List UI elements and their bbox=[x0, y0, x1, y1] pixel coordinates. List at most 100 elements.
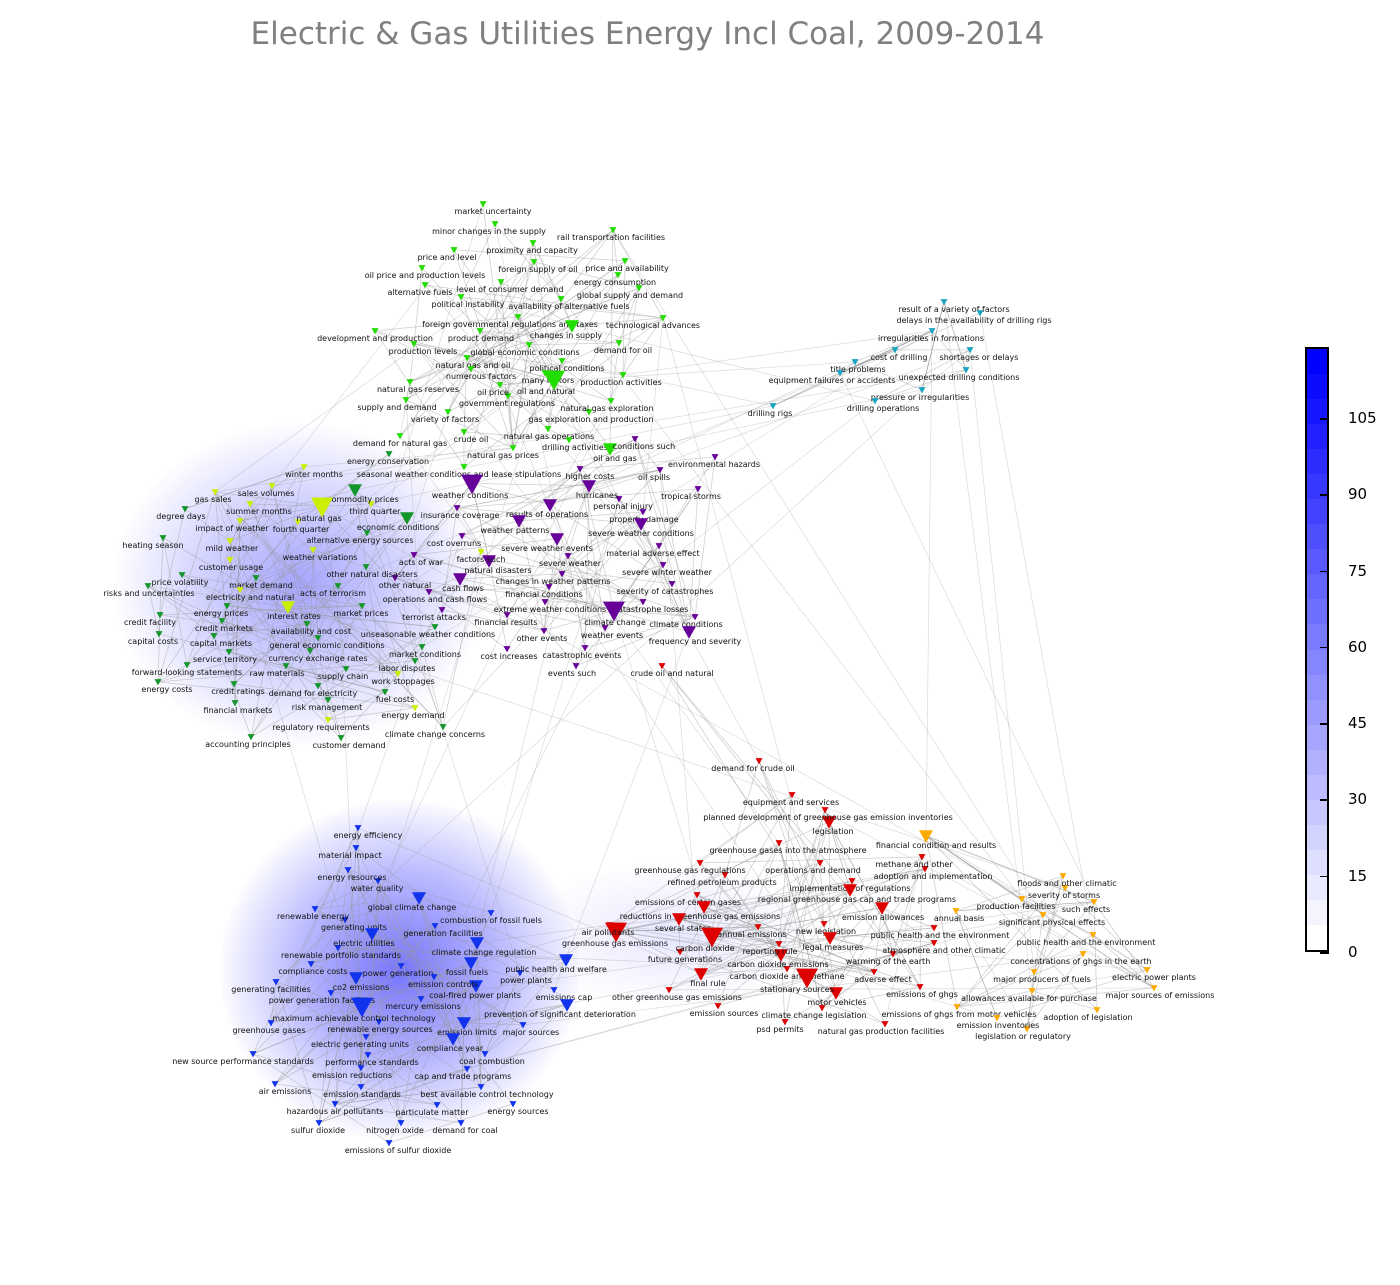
node: floods and other climatic bbox=[1017, 873, 1117, 888]
node-marker bbox=[444, 409, 452, 416]
edge bbox=[221, 372, 546, 622]
edge bbox=[609, 924, 780, 945]
node: natural gas prices bbox=[467, 445, 539, 460]
node: energy resources bbox=[317, 867, 387, 882]
node-marker bbox=[315, 1120, 323, 1127]
node-label: natural gas operations bbox=[504, 432, 594, 441]
edge bbox=[548, 469, 661, 588]
edge bbox=[157, 614, 161, 682]
edge bbox=[543, 523, 642, 632]
node: crude oil and natural bbox=[630, 663, 714, 678]
node-label: power generation facilities bbox=[269, 996, 376, 1005]
node: proximity and capacity bbox=[486, 240, 578, 255]
node-label: higher costs bbox=[566, 472, 615, 481]
node-label: pressure or irregularities bbox=[871, 393, 969, 402]
edge bbox=[658, 488, 699, 547]
edge bbox=[547, 287, 640, 430]
edge bbox=[461, 438, 636, 537]
edge bbox=[696, 894, 875, 973]
node-label: drilling operations bbox=[847, 404, 920, 413]
edge bbox=[147, 585, 416, 709]
node-marker bbox=[721, 872, 729, 879]
node: accounting principles bbox=[205, 734, 291, 749]
node: financial conditions bbox=[505, 584, 583, 599]
edge bbox=[622, 260, 626, 375]
node: fourth quarter bbox=[273, 519, 330, 534]
node: terrorist attacks bbox=[402, 607, 466, 622]
edge bbox=[394, 577, 696, 618]
edge bbox=[772, 372, 841, 407]
edge bbox=[484, 959, 567, 1055]
edge bbox=[233, 566, 367, 685]
edge bbox=[543, 485, 590, 632]
edge bbox=[480, 1004, 568, 1088]
edge bbox=[476, 942, 482, 1087]
edge bbox=[418, 897, 486, 1055]
node: credit markets bbox=[195, 618, 253, 633]
edge bbox=[413, 343, 780, 844]
edge bbox=[327, 203, 484, 701]
edge bbox=[512, 344, 530, 448]
edge bbox=[229, 540, 287, 667]
edge bbox=[214, 491, 329, 701]
edge bbox=[275, 880, 379, 983]
node-label: particulate matter bbox=[395, 1108, 469, 1117]
edge bbox=[234, 520, 241, 703]
colorbar-band bbox=[1307, 749, 1327, 775]
colorbar-tick bbox=[1320, 723, 1329, 725]
edge bbox=[394, 577, 545, 632]
edge bbox=[252, 933, 373, 1055]
edge bbox=[679, 927, 935, 953]
edge bbox=[367, 1004, 568, 1056]
node-label: greenhouse gases bbox=[232, 1026, 305, 1035]
edge bbox=[532, 242, 562, 300]
node-marker bbox=[252, 575, 260, 582]
edge bbox=[184, 466, 305, 510]
edge bbox=[925, 835, 1155, 989]
edge bbox=[925, 835, 1095, 903]
node-label: other greenhouse gas emissions bbox=[612, 993, 742, 1002]
node-label: drilling rigs bbox=[748, 409, 793, 418]
node-marker bbox=[344, 867, 352, 874]
node: performance standards bbox=[325, 1052, 419, 1067]
node: severe weather bbox=[539, 553, 602, 568]
edge bbox=[488, 560, 673, 585]
edge bbox=[711, 868, 926, 937]
node-label: coal combustion bbox=[459, 1057, 525, 1066]
node-marker bbox=[469, 980, 483, 993]
node-label: major sources of emissions bbox=[1106, 991, 1215, 1000]
node-label: hazardous air pollutants bbox=[287, 1107, 384, 1116]
node-marker bbox=[1030, 969, 1038, 976]
edge bbox=[500, 281, 514, 448]
edge bbox=[239, 489, 356, 522]
edge bbox=[147, 585, 215, 637]
edge bbox=[700, 874, 726, 974]
edge bbox=[528, 344, 612, 402]
node: unseasonable weather conditions bbox=[361, 624, 495, 639]
node: risk management bbox=[292, 697, 362, 712]
node-marker bbox=[848, 878, 856, 885]
edge bbox=[1092, 934, 1148, 971]
edge bbox=[757, 889, 851, 928]
edge bbox=[461, 535, 696, 618]
node-label: energy resources bbox=[317, 873, 386, 882]
node: heating season bbox=[122, 535, 184, 550]
node: capital costs bbox=[128, 631, 178, 646]
node-label: summer months bbox=[226, 507, 292, 516]
node-marker bbox=[1059, 873, 1067, 880]
edge bbox=[615, 931, 886, 1025]
edge bbox=[512, 344, 530, 448]
edge bbox=[506, 538, 558, 616]
edge bbox=[703, 906, 759, 928]
edge bbox=[466, 287, 640, 359]
edge bbox=[409, 298, 562, 383]
node-marker bbox=[309, 547, 317, 554]
node-label: energy efficiency bbox=[334, 831, 403, 840]
node: price volatility bbox=[152, 572, 209, 587]
node-marker bbox=[682, 626, 696, 639]
node-marker bbox=[875, 902, 889, 915]
node-label: insurance coverage bbox=[421, 511, 500, 520]
edge bbox=[270, 947, 339, 1024]
node-marker bbox=[512, 515, 526, 528]
